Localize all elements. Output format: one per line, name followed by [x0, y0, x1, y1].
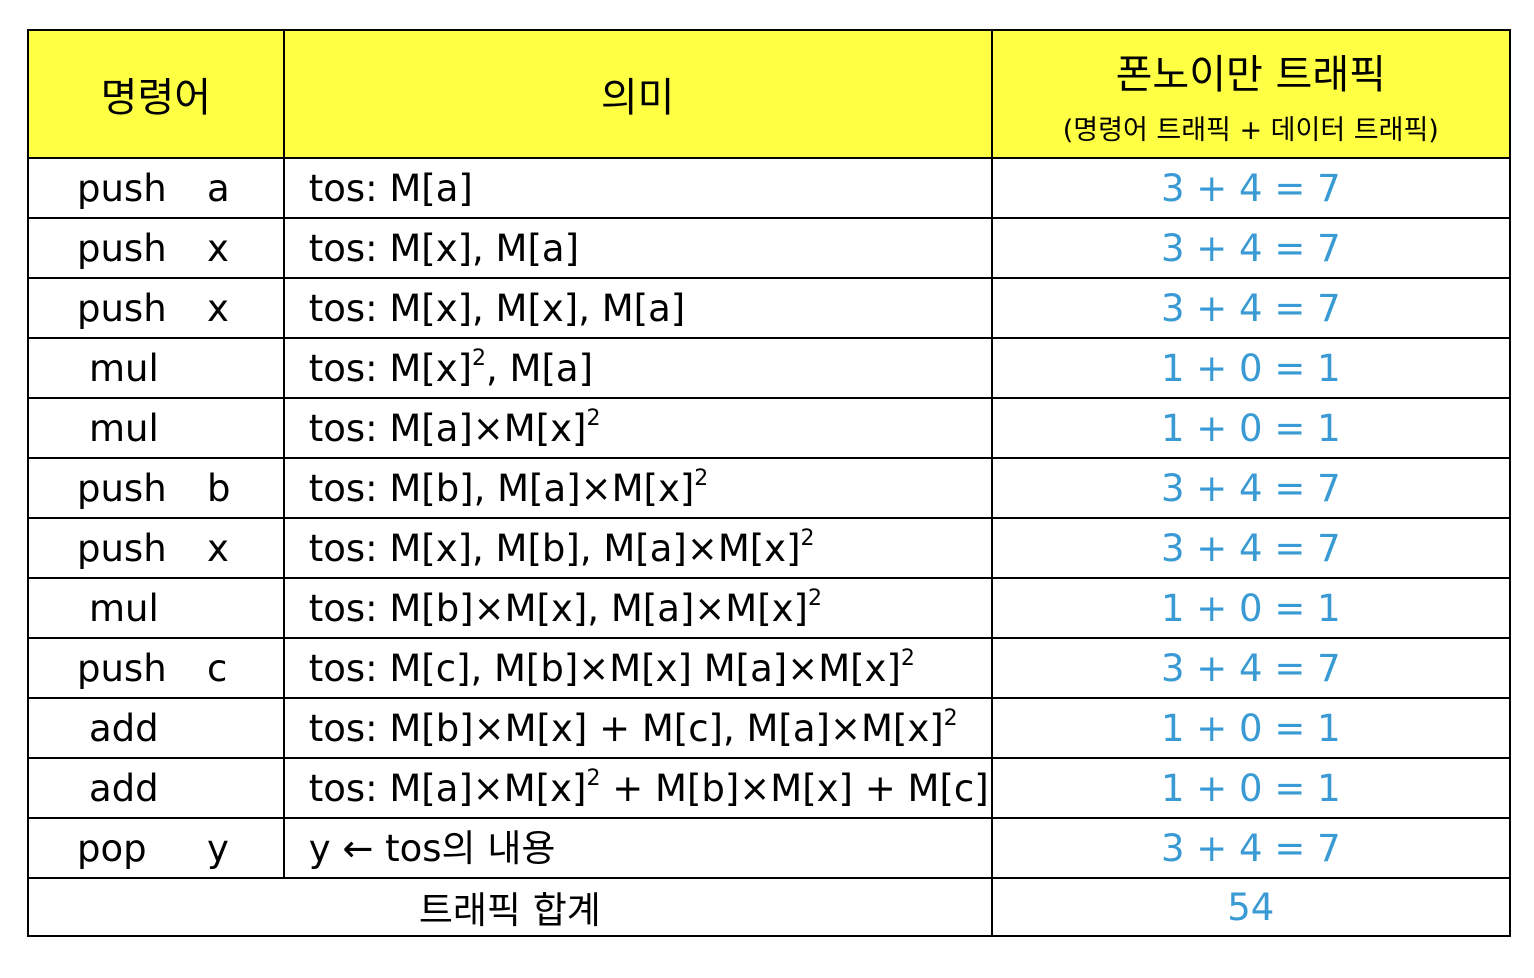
traffic-cell: 1 + 0 = 1 — [990, 697, 1512, 759]
meaning-text: tos: M[x], M[b], M[a]×M[x] — [308, 526, 801, 570]
meaning-cell: tos: M[a] — [282, 157, 993, 219]
superscript: 2 — [900, 645, 915, 671]
meaning-cell: tos: M[c], M[b]×M[x] M[a]×M[x]2 — [282, 637, 993, 699]
meaning-cell: tos: M[x], M[b], M[a]×M[x]2 — [282, 517, 993, 579]
table-row: add tos: M[b]×M[x] + M[c], M[a]×M[x]2 1 + … — [27, 697, 1512, 759]
meaning-text: y ← tos의 내용 — [308, 826, 556, 870]
instruction-cell: push x — [27, 277, 285, 339]
total-value: 54 — [990, 877, 1512, 937]
superscript: 2 — [586, 405, 601, 431]
meaning-text: tos: M[x], M[a] — [308, 226, 580, 270]
meaning-cell: tos: M[b]×M[x], M[a]×M[x]2 — [282, 577, 993, 639]
operand: c — [207, 646, 228, 690]
meaning-cell: tos: M[x], M[a] — [282, 217, 993, 279]
superscript: 2 — [808, 585, 822, 611]
traffic-cell: 1 + 0 = 1 — [990, 577, 1512, 639]
opcode: mul — [89, 406, 159, 450]
opcode: push — [77, 166, 167, 210]
traffic-title: 폰노이만 트래픽 — [1115, 51, 1386, 98]
table-row: pop y y ← tos의 내용 3 + 4 = 7 — [27, 817, 1512, 879]
opcode: mul — [89, 346, 159, 390]
traffic-cell: 3 + 4 = 7 — [990, 517, 1512, 579]
opcode: push — [77, 646, 167, 690]
operand: a — [207, 166, 230, 210]
table-row: push x tos: M[x], M[b], M[a]×M[x]2 3 + 4 = … — [27, 517, 1512, 579]
table-row: push x tos: M[x], M[a] 3 + 4 = 7 — [27, 217, 1512, 279]
opcode: add — [89, 766, 159, 810]
instruction-cell: add — [27, 757, 285, 819]
meaning-text: tos: M[x], M[x], M[a] — [308, 286, 686, 330]
meaning-text: tos: M[b]×M[x] + M[c], M[a]×M[x] — [308, 706, 944, 750]
instruction-cell: push x — [27, 217, 285, 279]
traffic-cell: 3 + 4 = 7 — [990, 457, 1512, 519]
traffic-cell: 1 + 0 = 1 — [990, 337, 1512, 399]
operand: b — [207, 466, 231, 510]
superscript: 2 — [943, 705, 958, 731]
instruction-cell: mul — [27, 397, 285, 459]
total-label: 트래픽 합계 — [27, 877, 993, 937]
instruction-cell: push a — [27, 157, 285, 219]
table-row: push b tos: M[b], M[a]×M[x]2 3 + 4 = 7 — [27, 457, 1512, 519]
operand: x — [207, 226, 229, 270]
meaning-cell: tos: M[x]2, M[a] — [282, 337, 993, 399]
superscript: 2 — [800, 525, 815, 551]
instruction-cell: add — [27, 697, 285, 759]
operand: x — [207, 526, 229, 570]
instruction-cell: pop y — [27, 817, 285, 879]
instruction-cell: push x — [27, 517, 285, 579]
traffic-cell: 3 + 4 = 7 — [990, 157, 1512, 219]
meaning-text: tos: M[a]×M[x] — [308, 406, 587, 450]
instruction-cell: mul — [27, 337, 285, 399]
meaning-text: tos: M[x] — [308, 346, 473, 390]
instruction-cell: push b — [27, 457, 285, 519]
header-row: 명령어 의미 폰노이만 트래픽 (명령어 트래픽 + 데이터 트래픽) — [27, 29, 1512, 159]
header-instruction: 명령어 — [27, 29, 285, 159]
meaning-cell: tos: M[a]×M[x]2 — [282, 397, 993, 459]
header-meaning: 의미 — [282, 29, 993, 159]
table-row: add tos: M[a]×M[x]2 + M[b]×M[x] + M[c] 1 +… — [27, 757, 1512, 819]
superscript: 2 — [586, 765, 601, 791]
instruction-cell: mul — [27, 577, 285, 639]
meaning-cell: y ← tos의 내용 — [282, 817, 993, 879]
meaning-text: , M[a] — [486, 346, 594, 390]
traffic-subtitle: (명령어 트래픽 + 데이터 트래픽) — [1062, 114, 1439, 146]
table-row: push x tos: M[x], M[x], M[a] 3 + 4 = 7 — [27, 277, 1512, 339]
opcode: pop — [77, 826, 147, 870]
table-row: mul tos: M[a]×M[x]2 1 + 0 = 1 — [27, 397, 1512, 459]
opcode: push — [77, 466, 167, 510]
superscript: 2 — [472, 345, 487, 371]
traffic-cell: 3 + 4 = 7 — [990, 217, 1512, 279]
traffic-table: 명령어 의미 폰노이만 트래픽 (명령어 트래픽 + 데이터 트래픽) push… — [27, 29, 1512, 937]
opcode: push — [77, 226, 167, 270]
table-row: mul tos: M[x]2, M[a] 1 + 0 = 1 — [27, 337, 1512, 399]
meaning-cell: tos: M[a]×M[x]2 + M[b]×M[x] + M[c] — [282, 757, 993, 819]
meaning-text: tos: M[a]×M[x] — [308, 766, 587, 810]
traffic-cell: 3 + 4 = 7 — [990, 277, 1512, 339]
table-row: push a tos: M[a] 3 + 4 = 7 — [27, 157, 1512, 219]
meaning-text: + M[b]×M[x] + M[c] — [600, 766, 989, 810]
traffic-cell: 1 + 0 = 1 — [990, 757, 1512, 819]
meaning-text: tos: M[c], M[b]×M[x] M[a]×M[x] — [308, 646, 901, 690]
opcode: add — [89, 706, 159, 750]
total-row: 트래픽 합계 54 — [27, 877, 1512, 937]
opcode: push — [77, 286, 167, 330]
table-row: push c tos: M[c], M[b]×M[x] M[a]×M[x]2 3 + … — [27, 637, 1512, 699]
meaning-cell: tos: M[b], M[a]×M[x]2 — [282, 457, 993, 519]
traffic-cell: 3 + 4 = 7 — [990, 637, 1512, 699]
meaning-text: tos: M[a] — [308, 166, 473, 210]
meaning-cell: tos: M[b]×M[x] + M[c], M[a]×M[x]2 — [282, 697, 993, 759]
traffic-cell: 3 + 4 = 7 — [990, 817, 1512, 879]
operand: y — [207, 826, 229, 870]
superscript: 2 — [694, 465, 709, 491]
opcode: push — [77, 526, 167, 570]
operand: x — [207, 286, 229, 330]
meaning-text: tos: M[b], M[a]×M[x] — [308, 466, 695, 510]
opcode: mul — [89, 586, 159, 630]
meaning-cell: tos: M[x], M[x], M[a] — [282, 277, 993, 339]
traffic-cell: 1 + 0 = 1 — [990, 397, 1512, 459]
table-row: mul tos: M[b]×M[x], M[a]×M[x]2 1 + 0 = 1 — [27, 577, 1512, 639]
meaning-text: tos: M[b]×M[x], M[a]×M[x] — [308, 586, 808, 630]
instruction-cell: push c — [27, 637, 285, 699]
header-traffic: 폰노이만 트래픽 (명령어 트래픽 + 데이터 트래픽) — [990, 29, 1512, 159]
